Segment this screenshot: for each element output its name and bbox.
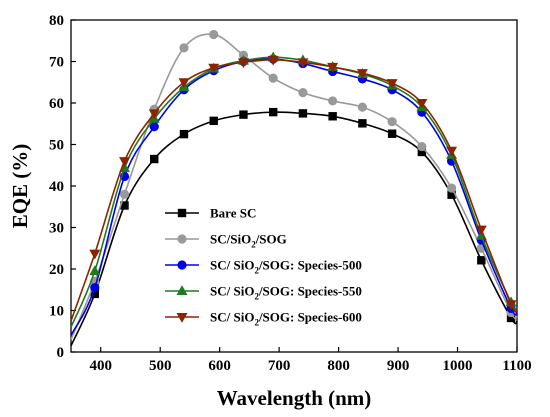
data-point bbox=[209, 29, 219, 40]
legend-marker bbox=[176, 312, 188, 323]
legend-label: SC/ SiO2/SOG: Species-500 bbox=[210, 258, 362, 276]
series-5 bbox=[70, 55, 518, 322]
x-tick-label: 600 bbox=[208, 358, 231, 374]
data-point bbox=[119, 157, 131, 167]
y-tick-label: 0 bbox=[57, 345, 65, 361]
legend-marker bbox=[177, 234, 187, 244]
x-tick-label: 1100 bbox=[502, 358, 531, 374]
axes: 400 500 600 700 800 900 1000 1100 0 10 20 30 40 50 60 7… bbox=[49, 13, 532, 374]
data-point bbox=[119, 189, 130, 199]
series-1 bbox=[70, 107, 518, 347]
data-point bbox=[268, 107, 278, 117]
data-point bbox=[298, 88, 308, 98]
legend-item: SC/ SiO2/SOG: Species-550 bbox=[165, 284, 362, 302]
data-point bbox=[209, 116, 218, 126]
data-point bbox=[89, 265, 101, 276]
data-point bbox=[297, 58, 309, 69]
data-point bbox=[446, 183, 457, 193]
legend-item: SC/SiO2/SOG bbox=[165, 232, 287, 250]
legend-item: Bare SC bbox=[165, 206, 256, 221]
data-point bbox=[268, 73, 278, 83]
data-point bbox=[267, 55, 279, 66]
y-tick-label: 80 bbox=[49, 13, 64, 29]
legend-marker bbox=[177, 208, 187, 218]
data-point bbox=[89, 249, 101, 260]
data-point bbox=[179, 129, 189, 139]
legend-item: SC/ SiO2/SOG: Species-500 bbox=[165, 258, 362, 276]
data-point bbox=[148, 109, 160, 120]
x-tick-label: 700 bbox=[268, 358, 291, 374]
data-point bbox=[505, 300, 517, 311]
legend-item: SC/ SiO2/SOG: Species-600 bbox=[165, 310, 362, 328]
data-point bbox=[239, 110, 248, 119]
y-tick-label: 10 bbox=[49, 304, 64, 320]
data-point bbox=[357, 102, 367, 112]
legend-label: SC/ SiO2/SOG: Species-600 bbox=[210, 310, 362, 328]
y-tick-label: 30 bbox=[49, 221, 64, 237]
legend: Bare SC SC/SiO2/SOG SC/ SiO2/SOG: Species-… bbox=[165, 206, 362, 328]
legend-label: SC/SiO2/SOG bbox=[210, 232, 287, 250]
data-point bbox=[327, 62, 339, 73]
data-point bbox=[386, 79, 398, 89]
data-point bbox=[328, 112, 337, 121]
x-tick-label: 800 bbox=[327, 358, 350, 374]
data-point bbox=[416, 99, 428, 109]
data-point bbox=[446, 146, 458, 157]
data-point bbox=[90, 283, 100, 293]
data-point bbox=[298, 109, 308, 118]
legend-label: SC/ SiO2/SOG: Species-550 bbox=[210, 284, 362, 302]
legend-marker bbox=[176, 285, 188, 296]
data-point bbox=[387, 129, 397, 138]
y-tick-label: 60 bbox=[49, 96, 64, 112]
y-tick-label: 20 bbox=[49, 262, 64, 278]
data-point bbox=[387, 117, 397, 127]
x-axis-title: Wavelength (nm) bbox=[217, 386, 372, 410]
data-point bbox=[475, 225, 487, 236]
data-point bbox=[356, 69, 368, 79]
data-point bbox=[328, 96, 338, 106]
y-tick-label: 40 bbox=[49, 179, 64, 195]
data-point bbox=[417, 141, 427, 152]
data-point bbox=[237, 58, 249, 69]
data-point bbox=[358, 119, 367, 128]
legend-marker bbox=[177, 260, 187, 270]
legend-label: Bare SC bbox=[210, 206, 256, 221]
y-tick-label: 70 bbox=[49, 55, 64, 71]
x-tick-label: 900 bbox=[387, 358, 410, 374]
y-axis-title: EQE (%) bbox=[8, 144, 32, 229]
x-tick-label: 400 bbox=[89, 358, 112, 374]
data-point bbox=[477, 256, 486, 265]
series-layer bbox=[70, 29, 518, 347]
data-point bbox=[208, 63, 220, 74]
x-tick-label: 500 bbox=[149, 358, 172, 374]
x-tick-label: 1000 bbox=[443, 358, 473, 374]
data-point bbox=[178, 78, 190, 89]
data-point bbox=[150, 154, 159, 164]
data-point bbox=[179, 43, 189, 53]
y-tick-label: 50 bbox=[49, 138, 64, 154]
